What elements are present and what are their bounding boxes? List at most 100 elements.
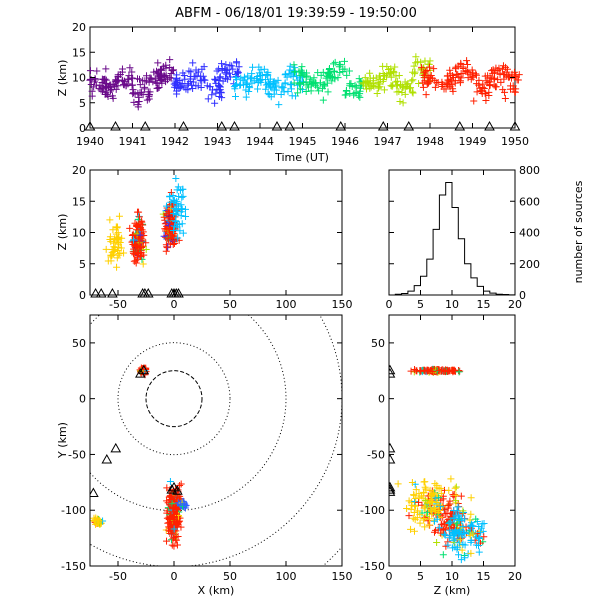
- x-height-point: [166, 214, 174, 222]
- station-triangle: [484, 120, 495, 131]
- time-height-point: [418, 63, 426, 71]
- time-height-point: [366, 69, 374, 77]
- time-height-point: [426, 75, 434, 83]
- time-height-point: [162, 72, 170, 80]
- time-height-point: [329, 60, 337, 68]
- station-triangle: [178, 120, 189, 131]
- time-height-point: [212, 89, 220, 97]
- time-height-point: [153, 84, 161, 92]
- x-height-point: [115, 212, 123, 220]
- time-height-point: [129, 86, 137, 94]
- histogram-y-tick-label: 600: [519, 195, 540, 208]
- time-height-point: [411, 70, 419, 78]
- x-height-point: [161, 220, 169, 228]
- plan-view-point: [168, 530, 176, 538]
- time-height-point: [447, 77, 455, 85]
- x-height-point: [163, 243, 171, 251]
- height-y-point: [451, 484, 459, 492]
- height-y-point: [403, 504, 411, 512]
- height-y-point: [461, 515, 469, 523]
- time-height-point: [108, 92, 116, 100]
- time-height-point: [236, 81, 244, 89]
- time-height-point: [204, 95, 212, 103]
- time-height-point: [343, 71, 351, 79]
- time-height-point: [88, 87, 96, 95]
- height-y-point: [428, 492, 436, 500]
- x-height-point: [142, 239, 150, 247]
- time-height-point: [433, 79, 441, 87]
- time-height-point: [233, 59, 241, 67]
- time-height-point: [481, 72, 489, 80]
- x-height-point: [137, 244, 145, 252]
- time-height-point: [151, 75, 159, 83]
- station-triangle: [138, 364, 150, 375]
- station-triangle: [107, 287, 118, 298]
- time-height-point: [200, 76, 208, 84]
- z-tick-label: 15: [72, 195, 86, 208]
- z-tick-label: 20: [72, 21, 86, 34]
- height-y-point: [411, 498, 419, 506]
- height-y-point: [460, 509, 468, 517]
- time-height-point: [350, 91, 358, 99]
- station-triangle: [90, 287, 101, 298]
- x-tick-label: 150: [332, 298, 353, 311]
- height-y-point: [437, 529, 445, 537]
- height-y-point: [447, 475, 455, 483]
- plan-view-point: [177, 523, 185, 531]
- height-y-point: [457, 492, 465, 500]
- time-tick-label: 1944: [246, 135, 274, 148]
- time-height-point: [233, 76, 241, 84]
- height-y-point: [433, 484, 441, 492]
- time-height-point: [184, 86, 192, 94]
- time-height-point: [144, 88, 152, 96]
- height-y-point: [407, 525, 415, 533]
- station-triangle: [101, 454, 113, 464]
- time-height-point: [133, 75, 141, 83]
- time-height-point: [318, 85, 326, 93]
- time-height-point: [86, 76, 94, 84]
- time-height-point: [187, 72, 195, 80]
- station-triangle: [110, 442, 122, 453]
- time-height-point: [192, 66, 200, 74]
- time-height-point: [161, 73, 169, 81]
- height-y-point: [455, 516, 463, 524]
- time-height-point: [324, 69, 332, 77]
- plan-view-point: [170, 542, 178, 550]
- x-height-point: [114, 223, 122, 231]
- time-height-point: [482, 90, 490, 98]
- time-height-point: [254, 85, 262, 93]
- time-height-point: [134, 101, 142, 109]
- y-tick-label: 50: [371, 337, 385, 350]
- height-y-point: [477, 528, 485, 536]
- station-triangle: [90, 487, 99, 497]
- x-height-point: [138, 235, 146, 243]
- z-tick-label: 20: [508, 570, 522, 583]
- time-height-point: [102, 89, 110, 97]
- time-height-point: [342, 86, 350, 94]
- x-height-point: [111, 235, 119, 243]
- x-height-point: [170, 197, 178, 205]
- time-height-point: [266, 80, 274, 88]
- z-tick-label: 5: [79, 97, 86, 110]
- y-tick-label: -50: [68, 448, 86, 461]
- height-y-point: [429, 498, 437, 506]
- time-height-point: [396, 98, 404, 106]
- plan-view-point: [180, 500, 188, 508]
- time-height-point: [215, 92, 223, 100]
- time-height-point: [211, 75, 219, 83]
- time-height-point: [219, 77, 227, 85]
- time-height-point: [264, 70, 272, 78]
- height-y-point: [467, 494, 475, 502]
- station-triangle: [229, 120, 240, 131]
- x-height-point: [111, 244, 119, 252]
- x-height-point: [106, 216, 114, 224]
- time-height-point: [125, 72, 133, 80]
- time-height-point: [363, 78, 371, 86]
- height-y-point: [462, 523, 470, 531]
- plan-view-point: [168, 541, 176, 549]
- time-height-point: [467, 75, 475, 83]
- x-height-marks: [90, 175, 190, 298]
- time-height-point: [290, 67, 298, 75]
- height-y-point: [474, 542, 482, 550]
- x-height-point: [142, 246, 150, 254]
